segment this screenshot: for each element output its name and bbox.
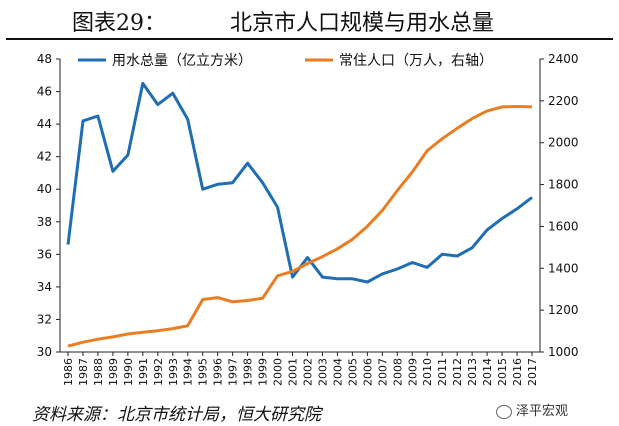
brand-watermark: 泽平宏观 xyxy=(496,400,568,419)
y-left-tick-label: 40 xyxy=(37,182,52,196)
x-tick-label: 2017 xyxy=(526,358,539,386)
x-tick-label: 1996 xyxy=(212,358,225,386)
source-note: 资料来源：北京市统计局，恒大研究院 xyxy=(32,405,321,425)
y-right-tick-label: 1400 xyxy=(548,261,579,275)
series-line-population xyxy=(67,105,533,348)
x-tick-label: 2008 xyxy=(391,358,404,386)
x-tick-label: 2005 xyxy=(346,358,359,386)
y-left-tick-label: 32 xyxy=(37,312,52,326)
y-left-tick-label: 30 xyxy=(37,345,52,359)
y-right-tick-label: 2400 xyxy=(548,52,579,66)
x-tick-label: 1991 xyxy=(137,358,150,386)
x-tick-label: 2000 xyxy=(272,358,285,386)
y-left-tick-label: 38 xyxy=(37,215,52,229)
x-tick-label: 2002 xyxy=(301,358,314,386)
legend-label: 常住人口（万人，右轴） xyxy=(339,53,493,69)
x-tick-label: 1995 xyxy=(197,358,210,386)
x-tick-label: 2012 xyxy=(451,358,464,386)
y-right-tick-label: 1800 xyxy=(548,178,579,192)
x-tick-label: 2006 xyxy=(361,358,374,386)
x-tick-label: 2013 xyxy=(466,358,479,386)
chart-title: 北京市人口规模与用水总量 xyxy=(230,11,495,36)
x-tick-label: 1999 xyxy=(257,358,270,386)
x-tick-label: 2016 xyxy=(511,358,524,386)
y-left-tick-label: 46 xyxy=(37,85,52,99)
brand-name: 泽平宏观 xyxy=(516,404,569,419)
x-tick-label: 1997 xyxy=(227,358,240,386)
y-right-tick-label: 1600 xyxy=(548,219,579,233)
x-tick-label: 2009 xyxy=(406,358,419,386)
y-right-tick-label: 1000 xyxy=(548,345,579,359)
y-left-tick-label: 48 xyxy=(37,52,52,66)
x-tick-label: 1992 xyxy=(152,358,165,386)
x-tick-label: 1987 xyxy=(77,358,90,386)
x-tick-label: 2007 xyxy=(376,358,389,386)
x-tick-label: 1986 xyxy=(62,358,75,386)
x-tick-label: 2015 xyxy=(496,358,509,386)
figure-number: 图表29： xyxy=(72,11,166,36)
y-left-tick-label: 34 xyxy=(37,280,52,294)
y-right-tick-label: 2000 xyxy=(548,136,579,150)
chart-title-bar: 图表29： 北京市人口规模与用水总量 xyxy=(0,2,619,36)
x-tick-label: 2010 xyxy=(421,358,434,386)
y-right-tick-label: 1200 xyxy=(548,303,579,317)
y-left-tick-label: 36 xyxy=(37,247,52,261)
legend-label: 用水总量（亿立方米） xyxy=(112,53,252,69)
x-tick-label: 2004 xyxy=(331,358,344,386)
wechat-icon xyxy=(496,404,512,419)
x-tick-label: 1994 xyxy=(182,358,195,386)
x-tick-label: 1988 xyxy=(92,358,105,386)
title-divider xyxy=(6,38,613,40)
x-tick-label: 1990 xyxy=(122,358,135,386)
y-left-tick-label: 44 xyxy=(37,117,52,131)
x-tick-label: 2001 xyxy=(287,358,300,386)
x-tick-label: 2014 xyxy=(481,358,494,386)
y-right-tick-label: 2200 xyxy=(548,94,579,108)
x-tick-label: 2011 xyxy=(436,358,449,386)
x-tick-label: 2003 xyxy=(316,358,329,386)
x-tick-label: 1998 xyxy=(242,358,255,386)
x-tick-label: 1993 xyxy=(167,358,180,386)
x-tick-label: 1989 xyxy=(107,358,120,386)
chart-area: 30 32 34 36 38 40 42 44 46 48 1000 1200 1400 1600 1800… xyxy=(37,52,579,386)
y-left-tick-label: 42 xyxy=(37,150,52,164)
series-line-water-usage xyxy=(66,81,533,284)
